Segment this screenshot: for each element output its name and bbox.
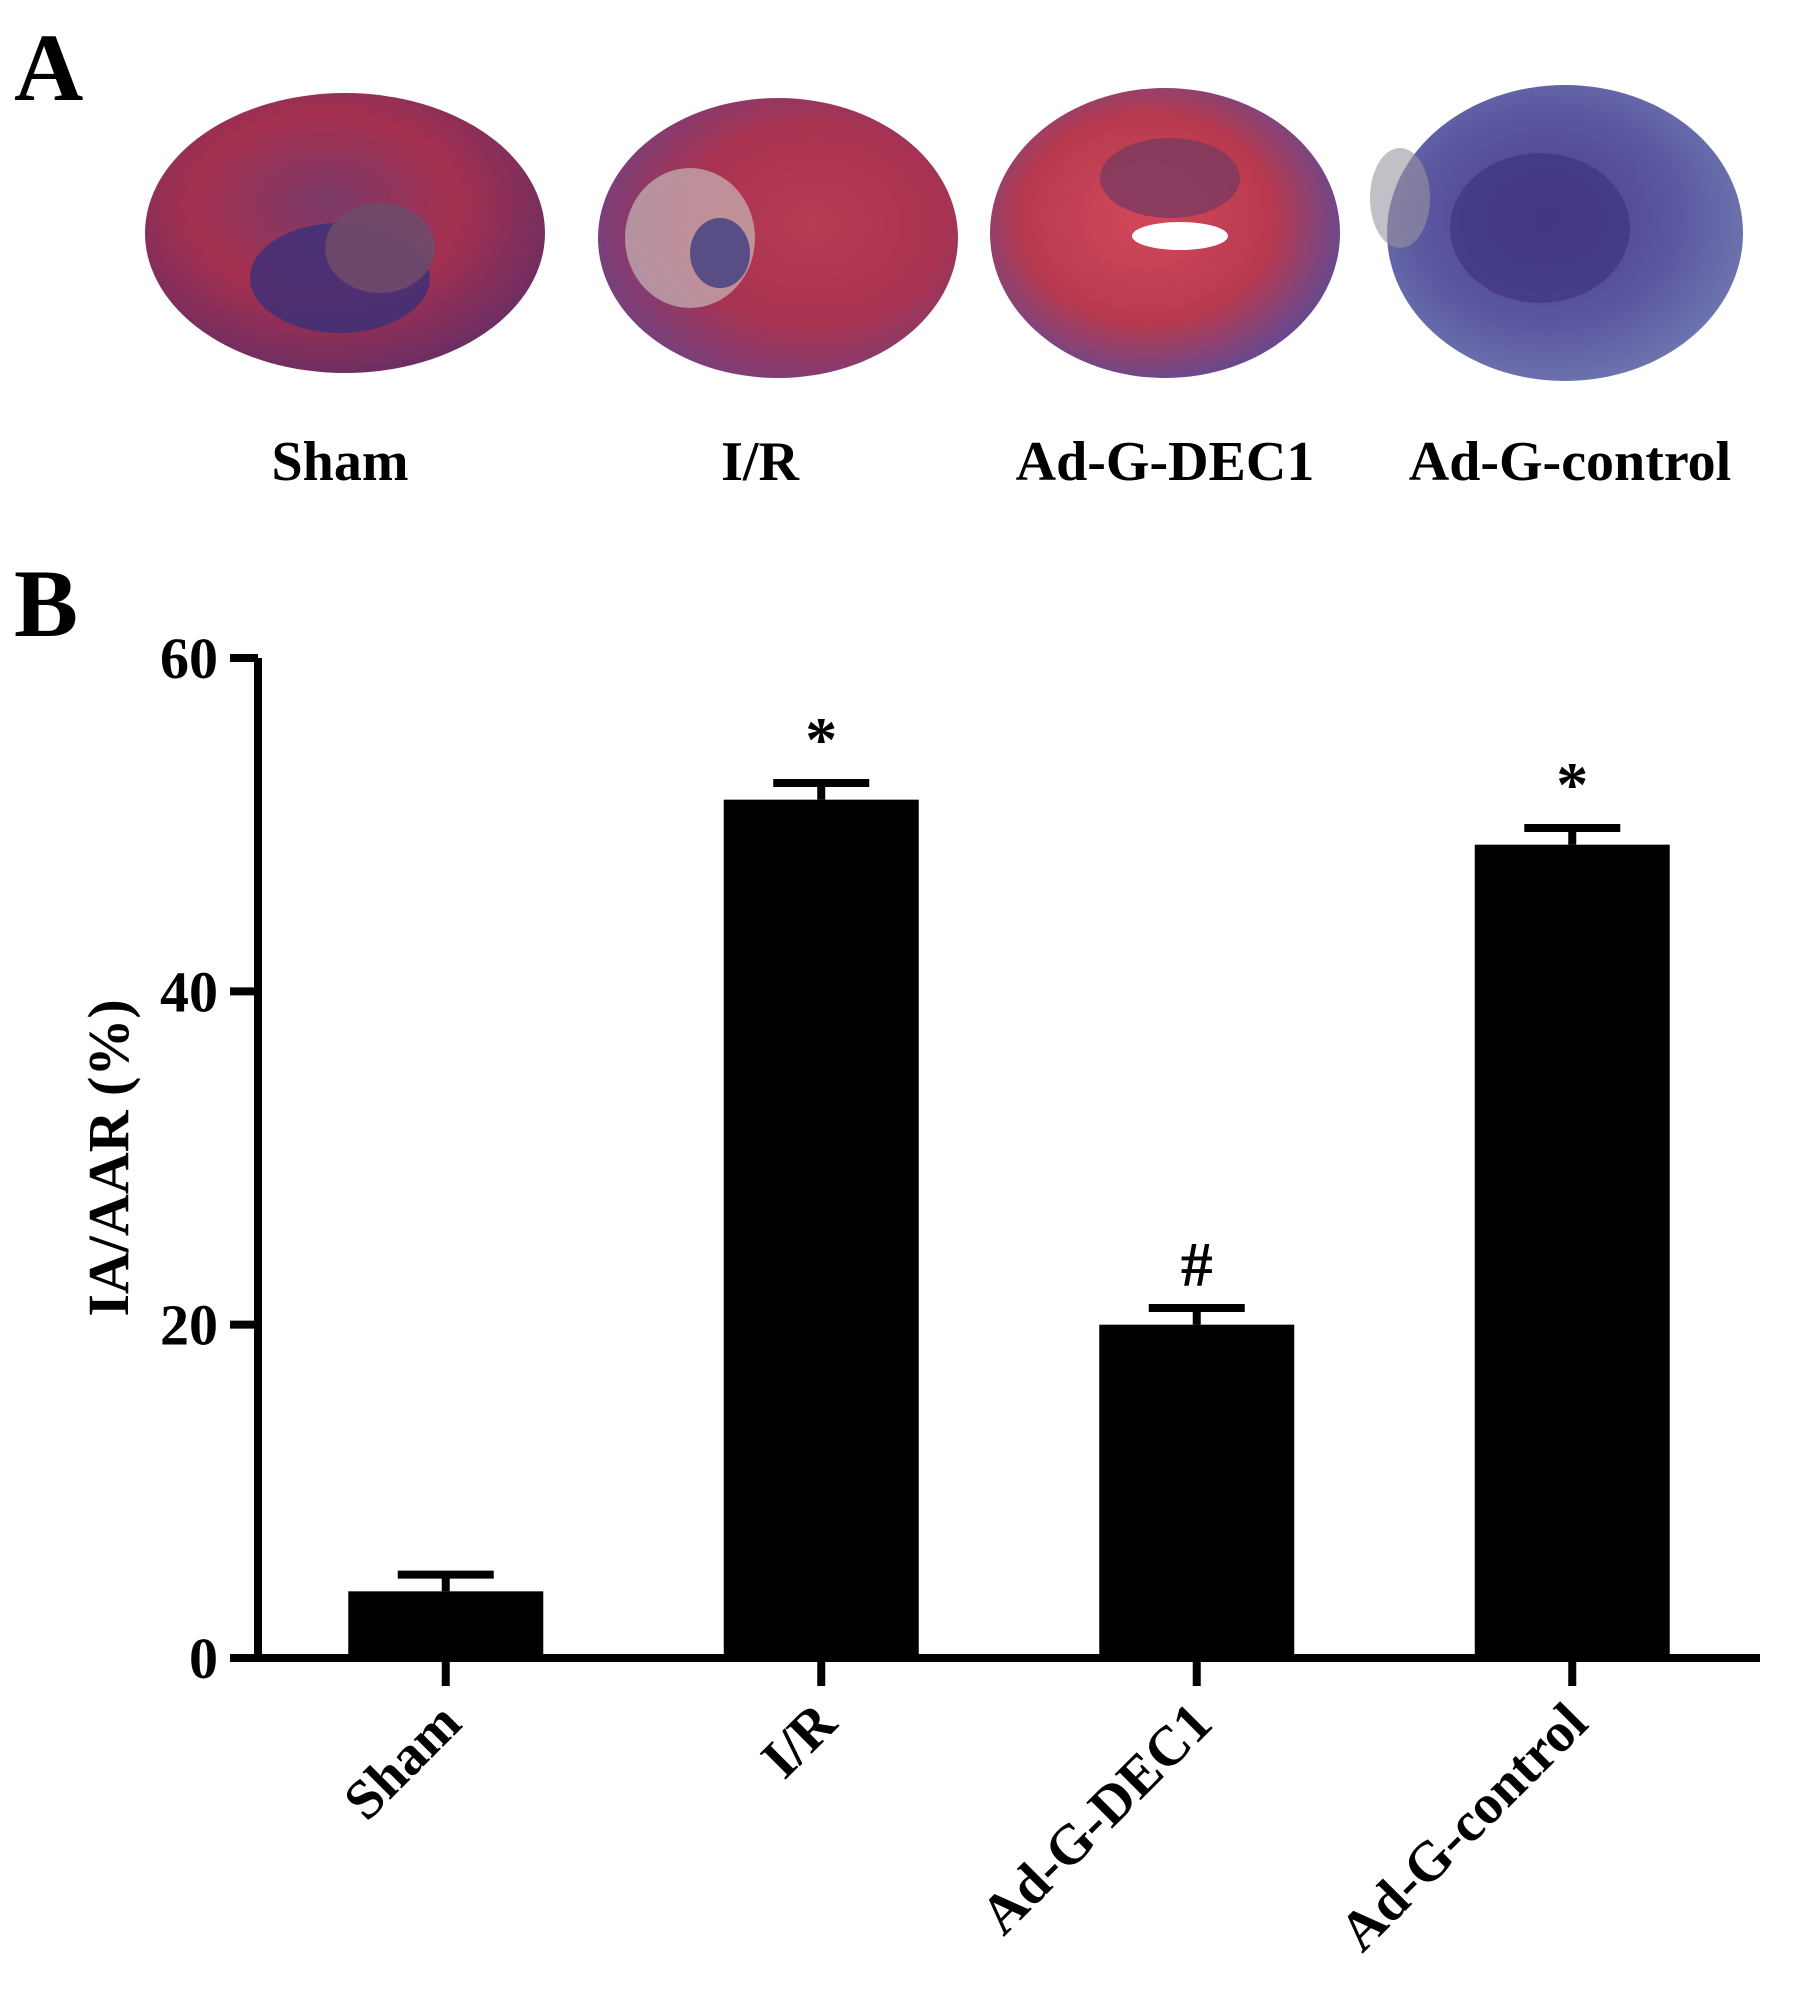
x-tick-label: I/R	[750, 1691, 849, 1790]
significance-marker: *	[1556, 749, 1588, 820]
y-axis-label: IA/AAR (%)	[76, 999, 141, 1316]
image-label-ad-g-control: Ad-G-control	[1408, 431, 1732, 493]
panel-b-letter: B	[14, 550, 79, 657]
y-tick-label: 40	[160, 959, 218, 1024]
x-tick-label: Sham	[332, 1691, 473, 1832]
significance-marker: #	[1181, 1229, 1213, 1300]
image-label-ad-g-dec1: Ad-G-DEC1	[1015, 431, 1315, 493]
bar	[1099, 1324, 1295, 1658]
panel-a-letter: A	[14, 14, 84, 121]
x-tick-label: Ad-G-DEC1	[969, 1691, 1224, 1946]
y-tick-label: 0	[189, 1626, 218, 1691]
bar	[723, 799, 919, 1658]
heart-sections-photo	[145, 85, 1743, 381]
bar	[1474, 844, 1670, 1658]
x-tick-label: Ad-G-control	[1328, 1691, 1600, 1963]
y-tick-label: 60	[160, 626, 218, 691]
heart-section-ir	[598, 98, 958, 378]
bar	[348, 1591, 544, 1658]
image-label-ir: I/R	[721, 431, 799, 493]
image-label-sham: Sham	[271, 431, 409, 493]
significance-marker: *	[805, 704, 837, 775]
bar-chart: 0 20 40 60 IA/AAR (%) Sham * I/R # Ad-G-DEC1 * Ad-G…	[76, 626, 1760, 1963]
heart-section-sham	[145, 93, 545, 373]
heart-section-ad-g-dec1	[990, 88, 1340, 378]
heart-section-ad-g-control	[1370, 85, 1743, 381]
y-tick-label: 20	[160, 1293, 218, 1358]
